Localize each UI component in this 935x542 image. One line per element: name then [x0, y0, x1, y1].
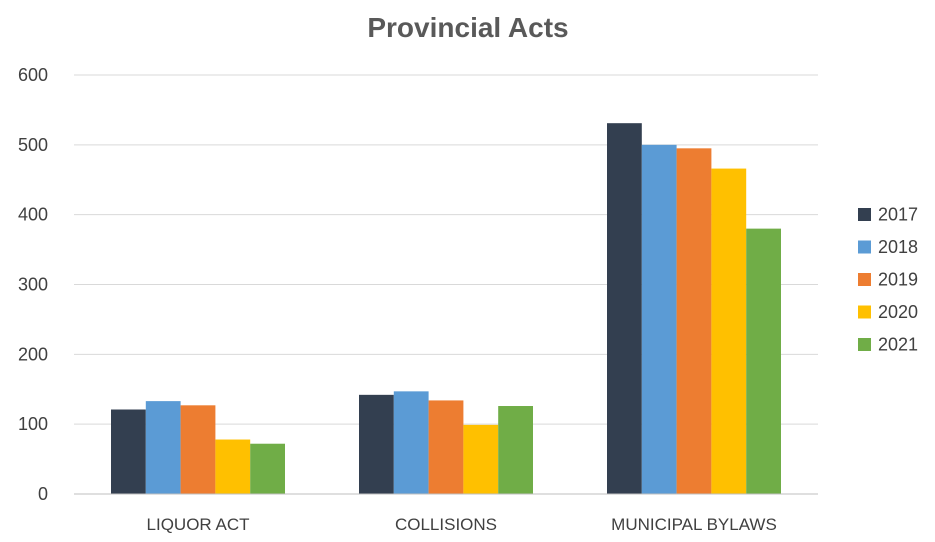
bar-2017-1	[359, 394, 394, 494]
bar-2020-0	[215, 439, 251, 494]
category-label: COLLISIONS	[395, 515, 497, 534]
legend-swatch-2018	[858, 240, 871, 254]
legend-label: 2020	[878, 302, 918, 322]
legend-label: 2018	[878, 237, 918, 257]
category-label: LIQUOR ACT	[147, 515, 250, 534]
bar-2021-0	[250, 443, 285, 494]
bar-2021-2	[746, 228, 781, 494]
legend-label: 2019	[878, 270, 918, 290]
legend-label: 2017	[878, 205, 918, 225]
y-tick-label: 100	[18, 414, 48, 434]
y-tick-label: 0	[38, 484, 48, 504]
x-axis-categories: LIQUOR ACT COLLISIONS MUNICIPAL BYLAWS	[147, 515, 777, 534]
bar-2019-0	[180, 405, 216, 494]
legend-label: 2021	[878, 335, 918, 355]
bar-2019-2	[676, 148, 712, 494]
legend-swatch-2020	[858, 305, 871, 319]
bar-2017-2	[607, 123, 642, 494]
legend-swatch-2021	[858, 338, 871, 351]
bar-2018-2	[641, 144, 677, 495]
bar-2020-1	[463, 424, 499, 494]
category-label: MUNICIPAL BYLAWS	[611, 515, 777, 534]
bars	[111, 123, 781, 495]
y-tick-label: 400	[18, 205, 48, 225]
y-tick-label: 300	[18, 275, 48, 295]
legend: 2017 2018 2019 2020 2021	[858, 205, 918, 355]
legend-swatch-2017	[858, 208, 871, 221]
y-tick-label: 200	[18, 344, 48, 364]
chart-title: Provincial Acts	[367, 12, 568, 43]
bar-2018-0	[145, 401, 181, 494]
bar-2021-1	[498, 406, 533, 494]
bar-2017-0	[111, 409, 146, 494]
y-tick-label: 600	[18, 65, 48, 85]
y-tick-label: 500	[18, 135, 48, 155]
legend-swatch-2019	[858, 273, 871, 286]
y-axis-ticks: 0 100 200 300 400 500 600	[18, 65, 48, 504]
bar-2019-1	[428, 400, 464, 494]
bar-2020-2	[711, 168, 747, 494]
bar-2018-1	[393, 391, 429, 494]
